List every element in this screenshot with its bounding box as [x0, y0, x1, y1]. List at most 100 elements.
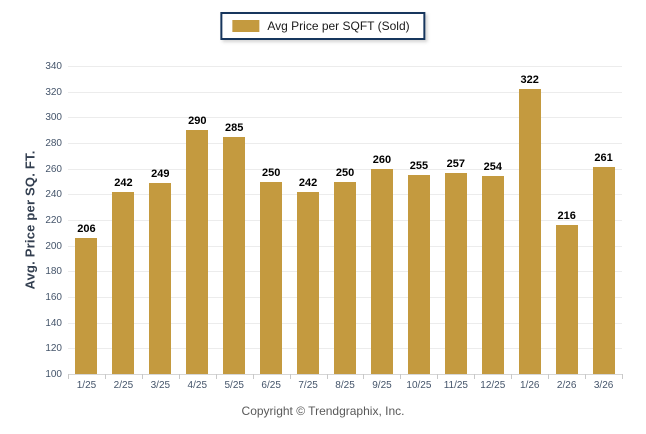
bar-slot: 285 5/25: [216, 66, 253, 391]
bar-slot: 216 2/26: [548, 66, 585, 391]
y-tick-label: 280: [45, 138, 62, 149]
y-tick-label: 260: [45, 163, 62, 175]
gridline: [68, 117, 622, 119]
bar-slot: 257 11/25: [437, 66, 474, 391]
bar: [407, 175, 430, 374]
y-tick-label: 220: [45, 215, 62, 226]
gridline: [68, 66, 622, 67]
x-axis-tick: [215, 374, 217, 379]
plot-area: 340 320 300 280 260 240 220 200 180 160 140 120 100 …: [45, 61, 623, 391]
bar: [518, 89, 541, 374]
bar-slot: 260 9/25: [364, 66, 401, 391]
y-tick-label: 240: [45, 189, 62, 201]
x-tick-label: 4/25: [187, 380, 208, 391]
bar: [297, 191, 320, 374]
bar: [444, 172, 467, 374]
x-tick-label: 3/25: [150, 380, 171, 391]
gridline: [68, 143, 622, 144]
x-axis-tick: [474, 374, 476, 379]
x-tick-label: 10/25: [406, 380, 432, 391]
bar-slot: 290 4/25: [179, 66, 216, 391]
bar: [112, 191, 135, 374]
bar: [370, 168, 393, 374]
x-axis-tick: [178, 374, 180, 379]
x-tick-label: 9/25: [372, 380, 392, 391]
bar-slot: 250 8/25: [327, 66, 364, 391]
bar: [186, 130, 209, 374]
bar-value-label: 260: [372, 153, 392, 166]
bar-slot: 242 7/25: [290, 66, 327, 391]
x-tick-label: 12/25: [480, 380, 506, 391]
x-tick-label: 7/25: [298, 380, 318, 391]
bar-value-label: 254: [483, 161, 502, 174]
bar-value-label: 290: [188, 115, 207, 128]
x-tick-label: 1/26: [519, 380, 540, 391]
bar-value-label: 249: [151, 167, 170, 180]
bar-slot: 261 3/26: [585, 66, 622, 391]
bar-slot: 242 2/25: [105, 66, 142, 391]
bar: [555, 225, 578, 374]
bar-slot: 249 3/25: [142, 66, 179, 391]
bar-value-label: 242: [298, 176, 318, 189]
bar: [223, 136, 246, 374]
x-axis-tick: [289, 374, 291, 379]
x-tick-label: 11/25: [443, 380, 468, 391]
bar-value-label: 257: [446, 157, 466, 170]
y-tick-label: 300: [45, 112, 62, 124]
gridline: [68, 168, 622, 170]
y-tick-label: 140: [45, 317, 62, 329]
bar-slot: 254 12/25: [474, 66, 511, 391]
bar: [149, 182, 172, 374]
y-tick-label: 180: [45, 266, 62, 278]
y-tick-label: 340: [45, 61, 62, 72]
bar: [260, 181, 283, 374]
legend-swatch-icon: [232, 20, 260, 32]
bar-value-label: 250: [335, 166, 355, 179]
bar-series: 206 1/25 242 2/25 249 3/25 290 4/25 285 5/25 250 6/…: [68, 66, 622, 391]
bar-value-label: 261: [594, 152, 613, 165]
x-tick-label: 8/25: [335, 380, 355, 391]
bar-value-label: 216: [557, 210, 576, 223]
bar-value-label: 322: [520, 74, 539, 87]
x-axis-tick: [511, 374, 513, 379]
x-axis-tick: [363, 374, 365, 379]
bar-value-label: 206: [77, 222, 96, 235]
x-tick-label: 1/25: [76, 380, 97, 391]
bar: [334, 181, 357, 374]
y-tick-label: 160: [45, 292, 62, 303]
x-axis-tick: [104, 374, 106, 379]
x-tick-label: 3/26: [593, 380, 614, 391]
y-tick-label: 120: [45, 343, 62, 355]
bar: [481, 176, 504, 374]
bar-slot: 255 10/25: [400, 66, 437, 391]
bar: [592, 167, 615, 374]
copyright-text: Copyright © Trendgraphix, Inc.: [241, 404, 405, 418]
bar-value-label: 242: [114, 176, 133, 189]
x-axis-tick: [326, 374, 328, 379]
y-tick-label: 200: [45, 240, 62, 252]
chart-legend: Avg Price per SQFT (Sold): [220, 12, 426, 40]
x-tick-label: 6/25: [261, 380, 281, 391]
bar: [75, 237, 98, 374]
legend-label: Avg Price per SQFT (Sold): [267, 19, 410, 33]
x-tick-label: 5/25: [224, 380, 244, 391]
x-axis-tick: [548, 374, 550, 379]
y-tick-label: 320: [45, 86, 62, 98]
gridline: [68, 91, 622, 93]
x-axis-tick: [68, 374, 69, 379]
x-axis-tick: [437, 374, 439, 379]
bar-slot: 322 1/26: [511, 66, 548, 391]
x-tick-label: 2/25: [113, 380, 134, 391]
bar-value-label: 285: [225, 121, 244, 134]
x-axis-tick: [252, 374, 254, 379]
bar-slot: 206 1/25: [68, 66, 105, 391]
bar-value-label: 255: [409, 160, 429, 173]
y-tick-label: 100: [45, 369, 62, 380]
x-axis-tick: [585, 374, 587, 379]
x-axis-tick: [400, 374, 402, 379]
x-axis-tick: [141, 374, 143, 379]
bar-slot: 250 6/25: [253, 66, 290, 391]
x-axis-tick: [622, 374, 623, 379]
bar-value-label: 250: [261, 166, 281, 179]
gridline: [68, 374, 622, 375]
